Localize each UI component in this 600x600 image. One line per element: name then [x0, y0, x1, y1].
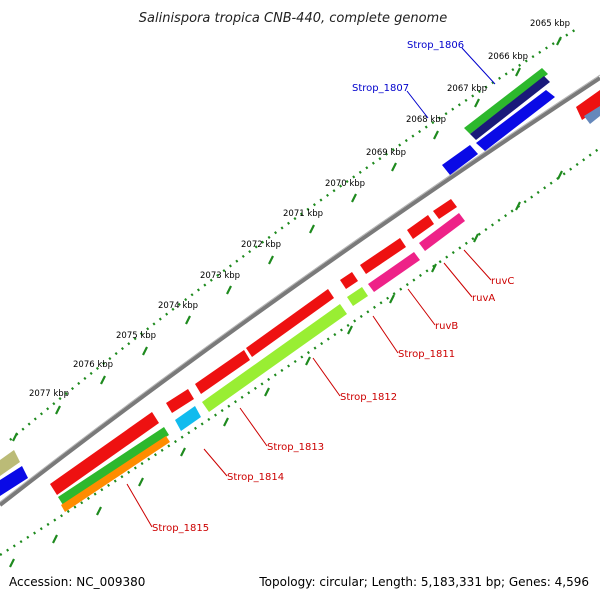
gene-strop-1807-bar[interactable] — [476, 90, 555, 151]
kbp-tick — [515, 201, 521, 211]
kbp-label: 2077 kbp — [29, 389, 69, 399]
leader-ruvb — [407, 288, 436, 326]
kbp-label: 2067 kbp — [447, 84, 487, 94]
gene-strop-1806-dark-bar[interactable] — [470, 76, 550, 140]
label-strop-1806[interactable]: Strop_1806 — [407, 40, 464, 51]
label-ruva[interactable]: ruvA — [472, 293, 495, 304]
kbp-tick — [474, 98, 480, 108]
kbp-tick — [12, 432, 18, 442]
kbp-tick — [96, 506, 102, 516]
kbp-label: 2076 kbp — [73, 360, 113, 370]
kbp-label: 2071 kbp — [283, 209, 323, 219]
kbp-tick — [138, 477, 144, 487]
gene-strop-1814-bar[interactable] — [58, 427, 169, 505]
gene-strop-1815-bar[interactable] — [61, 436, 170, 512]
map-title: Salinispora tropica CNB-440, complete ge… — [139, 11, 447, 26]
gene-strop-1807-small-bar[interactable] — [442, 145, 478, 175]
kbp-tick — [100, 375, 106, 385]
genome-backbone — [0, 76, 600, 507]
gene-ruvc-bar[interactable] — [419, 213, 465, 251]
label-strop-1811[interactable]: Strop_1811 — [398, 349, 455, 360]
leader-strop-1806 — [461, 47, 496, 85]
kbp-tick — [268, 255, 274, 265]
kbp-label: 2072 kbp — [241, 240, 281, 250]
kbp-label: 2070 kbp — [325, 179, 365, 189]
kbp-label: 2069 kbp — [366, 148, 406, 158]
gene-red-e[interactable] — [246, 289, 334, 357]
kbp-tick — [556, 36, 562, 46]
kbp-tick — [180, 447, 186, 457]
reverse-features — [0, 199, 465, 512]
gene-right-red-bar[interactable] — [576, 90, 600, 120]
kbp-label-group: 2065 kbp 2066 kbp 2067 kbp 2068 kbp 2069 kbp… — [29, 19, 570, 399]
kbp-tick — [515, 67, 521, 77]
gene-ruva-bar[interactable] — [368, 252, 420, 292]
gene-red-f[interactable] — [195, 350, 250, 394]
leader-strop-1814 — [203, 448, 228, 477]
kbp-tick — [391, 162, 397, 172]
forward-features — [442, 68, 600, 175]
leader-strop-1815 — [126, 483, 153, 528]
label-strop-1814[interactable]: Strop_1814 — [227, 472, 284, 483]
kbp-tick — [264, 387, 270, 397]
gene-strop-1811-bar[interactable] — [347, 287, 368, 306]
kbp-label: 2066 kbp — [488, 52, 528, 62]
kbp-tick — [473, 233, 479, 243]
leader-ruvc — [463, 249, 492, 281]
label-leader-lines — [126, 47, 496, 528]
gene-strop-1812-bar[interactable] — [202, 304, 347, 412]
kbp-tick — [142, 346, 148, 356]
label-strop-1812[interactable]: Strop_1812 — [340, 392, 397, 403]
label-ruvb[interactable]: ruvB — [435, 321, 458, 332]
leader-strop-1811 — [372, 315, 399, 354]
gene-red-d[interactable] — [340, 272, 358, 289]
gene-red-g[interactable] — [166, 389, 194, 413]
kbp-tick — [223, 417, 229, 427]
label-strop-1813[interactable]: Strop_1813 — [267, 442, 324, 453]
gene-red-h[interactable] — [50, 412, 159, 495]
kbp-tick — [433, 130, 439, 140]
gene-strop-1813-bar[interactable] — [175, 406, 201, 431]
kbp-label: 2068 kbp — [406, 115, 446, 125]
kbp-tick — [351, 193, 357, 203]
kbp-tick — [347, 325, 353, 335]
kbp-tick — [226, 285, 232, 295]
leader-ruva — [443, 262, 473, 298]
gene-left-olive-bar[interactable] — [0, 450, 20, 476]
kbp-tick — [9, 558, 15, 568]
leader-strop-1813 — [239, 407, 268, 447]
gene-left-blue-bar[interactable] — [0, 466, 28, 496]
kbp-tick — [305, 356, 311, 366]
label-strop-1807[interactable]: Strop_1807 — [352, 83, 409, 94]
kbp-tick — [389, 294, 395, 304]
kbp-tick — [557, 170, 563, 180]
leader-strop-1812 — [312, 357, 341, 397]
gene-red-c[interactable] — [360, 238, 406, 274]
kbp-tick — [52, 534, 58, 544]
kbp-tick — [55, 405, 61, 415]
kbp-tick — [431, 263, 437, 273]
kbp-label: 2075 kbp — [116, 331, 156, 341]
outer-tick-track — [9, 26, 579, 441]
gene-right-steel-bar[interactable] — [584, 106, 600, 124]
genome-summary-text: Topology: circular; Length: 5,183,331 bp… — [259, 575, 589, 589]
gene-strop-1806-bar[interactable] — [464, 68, 548, 134]
gene-labels: Strop_1806 Strop_1807 ruvC ruvA ruvB Str… — [152, 40, 514, 534]
kbp-tick-marks — [9, 36, 563, 568]
leader-strop-1807 — [406, 90, 429, 119]
kbp-label: 2065 kbp — [530, 19, 570, 29]
gene-red-a[interactable] — [433, 199, 457, 219]
kbp-tick — [309, 224, 315, 234]
gene-red-b[interactable] — [407, 215, 434, 239]
kbp-label: 2074 kbp — [158, 301, 198, 311]
kbp-label: 2073 kbp — [200, 271, 240, 281]
label-strop-1815[interactable]: Strop_1815 — [152, 523, 209, 534]
accession-text: Accession: NC_009380 — [9, 575, 146, 589]
kbp-tick — [185, 315, 191, 325]
label-ruvc[interactable]: ruvC — [491, 276, 514, 287]
